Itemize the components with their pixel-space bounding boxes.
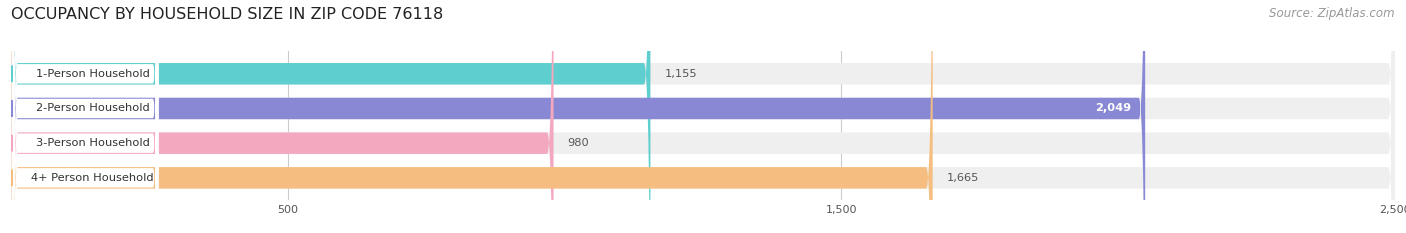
Text: 4+ Person Household: 4+ Person Household xyxy=(31,173,153,183)
FancyBboxPatch shape xyxy=(11,0,1395,233)
FancyBboxPatch shape xyxy=(11,0,554,233)
FancyBboxPatch shape xyxy=(11,0,159,233)
FancyBboxPatch shape xyxy=(11,0,1395,233)
FancyBboxPatch shape xyxy=(11,0,1395,233)
Text: 980: 980 xyxy=(568,138,589,148)
FancyBboxPatch shape xyxy=(11,0,932,233)
FancyBboxPatch shape xyxy=(11,0,159,233)
Text: 1,155: 1,155 xyxy=(664,69,697,79)
FancyBboxPatch shape xyxy=(11,0,1395,233)
FancyBboxPatch shape xyxy=(11,0,1144,233)
Text: 1-Person Household: 1-Person Household xyxy=(35,69,149,79)
Text: Source: ZipAtlas.com: Source: ZipAtlas.com xyxy=(1270,7,1395,20)
Text: 3-Person Household: 3-Person Household xyxy=(35,138,149,148)
FancyBboxPatch shape xyxy=(11,0,159,233)
Text: 2,049: 2,049 xyxy=(1095,103,1132,113)
Text: 1,665: 1,665 xyxy=(946,173,979,183)
Text: 2-Person Household: 2-Person Household xyxy=(35,103,149,113)
Text: OCCUPANCY BY HOUSEHOLD SIZE IN ZIP CODE 76118: OCCUPANCY BY HOUSEHOLD SIZE IN ZIP CODE … xyxy=(11,7,443,22)
FancyBboxPatch shape xyxy=(11,0,651,233)
FancyBboxPatch shape xyxy=(11,0,159,233)
